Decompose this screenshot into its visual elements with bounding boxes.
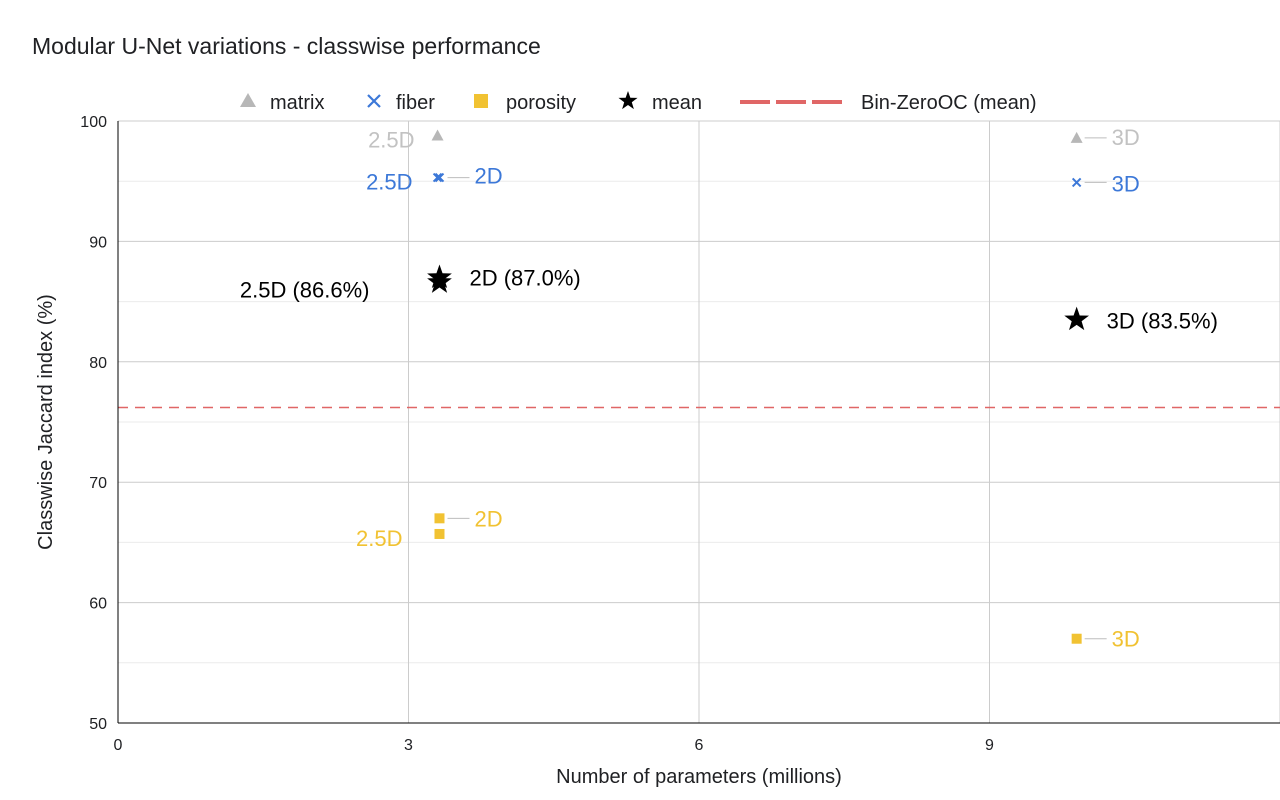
legend-label-mean: mean bbox=[652, 92, 702, 114]
legend-label-reference: Bin-ZeroOC (mean) bbox=[861, 92, 1037, 114]
point-porosity-1[interactable] bbox=[434, 528, 445, 539]
triangle-marker-icon bbox=[240, 93, 256, 107]
x-tick-label: 0 bbox=[114, 737, 123, 754]
point-fiber-2[interactable] bbox=[1071, 177, 1082, 188]
point-mean-1[interactable] bbox=[427, 269, 452, 293]
legend-item-fiber[interactable]: fiber bbox=[367, 92, 435, 114]
legend-item-porosity[interactable]: porosity bbox=[474, 92, 576, 114]
gridlines bbox=[118, 120, 1280, 723]
square-marker-icon bbox=[474, 94, 488, 108]
data-label-matrix-1: 3D bbox=[1112, 125, 1140, 150]
x-marker-icon bbox=[367, 94, 381, 108]
point-porosity-2[interactable] bbox=[1071, 633, 1082, 644]
data-label-fiber-2: 3D bbox=[1112, 171, 1140, 196]
point-matrix-0[interactable] bbox=[431, 129, 444, 141]
data-label-matrix-0: 2.5D bbox=[368, 127, 414, 152]
x-tick-label: 3 bbox=[404, 737, 413, 754]
point-fiber-0[interactable] bbox=[432, 172, 443, 183]
y-tick-label: 60 bbox=[89, 596, 107, 613]
legend-label-matrix: matrix bbox=[270, 92, 324, 114]
y-tick-label: 80 bbox=[89, 355, 107, 372]
chart-legend: matrix fiber porosity mean Bin-ZeroOC (m… bbox=[240, 91, 1037, 114]
y-axis-title: Classwise Jaccard index (%) bbox=[35, 294, 57, 550]
legend-item-matrix[interactable]: matrix bbox=[240, 92, 324, 114]
data-labels: 2.5D 3D 2.5D 2D 3D 2D 2.5D 3D 2D (87.0%) 2.5D (86… bbox=[240, 125, 1218, 652]
y-tick-label: 70 bbox=[89, 475, 107, 492]
data-points bbox=[427, 129, 1090, 644]
x-tick-label: 9 bbox=[985, 737, 994, 754]
x-axis-title: Number of parameters (millions) bbox=[556, 766, 842, 788]
chart-title: Modular U-Net variations - classwise per… bbox=[32, 33, 541, 59]
data-label-porosity-2: 3D bbox=[1112, 627, 1140, 652]
axis-ticks: 50 60 70 80 90 100 0 3 6 9 bbox=[80, 114, 994, 754]
data-label-fiber-0: 2.5D bbox=[366, 170, 412, 195]
legend-item-mean[interactable]: mean bbox=[618, 91, 702, 114]
data-label-mean-0: 2D (87.0%) bbox=[469, 266, 580, 291]
data-label-porosity-1: 2.5D bbox=[356, 526, 402, 551]
y-tick-label: 100 bbox=[80, 114, 107, 131]
data-label-fiber-1: 2D bbox=[474, 164, 502, 189]
legend-item-reference[interactable]: Bin-ZeroOC (mean) bbox=[740, 92, 1037, 114]
star-marker-icon bbox=[618, 91, 638, 110]
data-label-porosity-0: 2D bbox=[474, 506, 502, 531]
point-matrix-1[interactable] bbox=[1070, 131, 1083, 143]
legend-label-porosity: porosity bbox=[506, 92, 576, 114]
y-tick-label: 90 bbox=[89, 234, 107, 251]
legend-label-fiber: fiber bbox=[396, 92, 435, 114]
x-tick-label: 6 bbox=[695, 737, 704, 754]
data-label-mean-2: 3D (83.5%) bbox=[1107, 309, 1218, 334]
y-tick-label: 50 bbox=[89, 716, 107, 733]
point-porosity-0[interactable] bbox=[434, 513, 445, 524]
data-label-mean-1: 2.5D (86.6%) bbox=[240, 277, 370, 302]
point-mean-2[interactable] bbox=[1064, 306, 1090, 331]
point-fiber-1[interactable] bbox=[434, 172, 445, 183]
